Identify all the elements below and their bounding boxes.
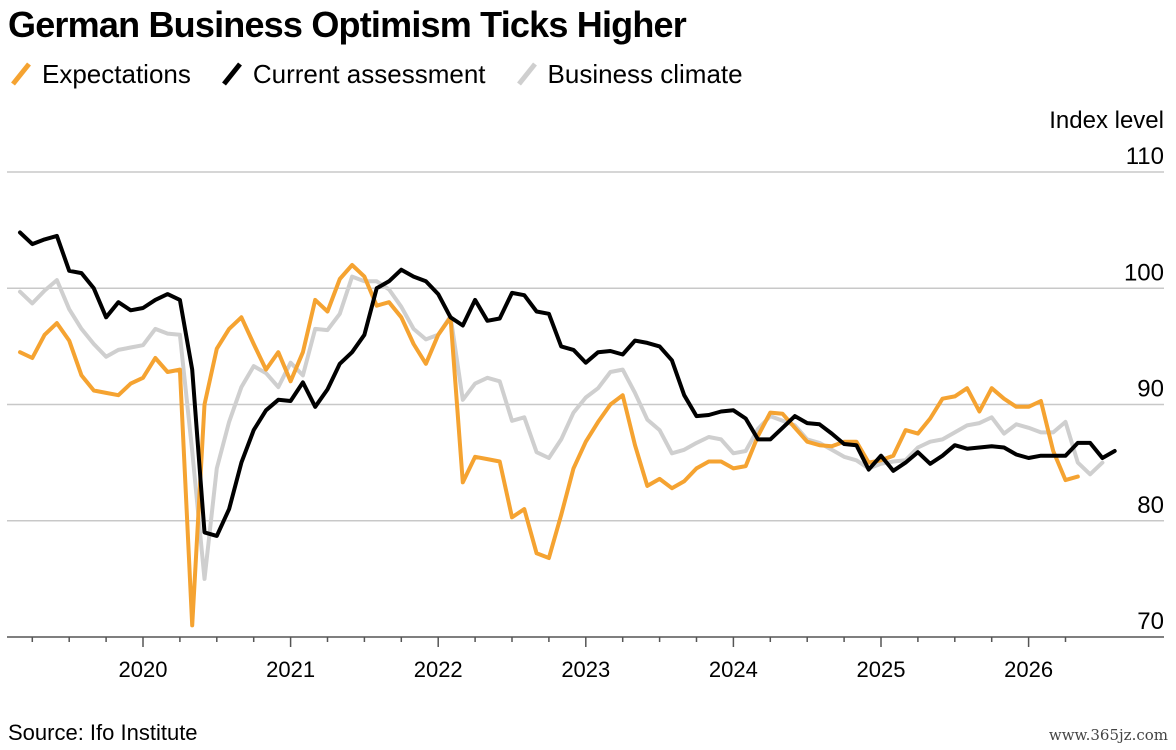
legend-swatch-current-assessment [221,62,242,86]
legend-label-current-assessment: Current assessment [252,58,486,89]
x-tick-label: 2022 [414,657,463,682]
y-axis-label: Index level [1049,107,1164,134]
y-tick-label: 90 [1137,376,1164,403]
y-tick-label: 70 [1137,608,1164,635]
series-line-current-assessment [18,230,1117,538]
legend-item-business-climate: Business climate [516,59,743,90]
x-tick-label: 2026 [1004,657,1053,682]
series-line-expectations [18,263,1080,628]
y-tick-label: 110 [1126,143,1164,170]
source-note: Source: Ifo Institute [8,720,198,745]
legend-label-business-climate: Business climate [547,58,743,89]
series-lines [18,230,1117,628]
x-tick-label: 2024 [709,657,758,682]
y-tick-label: 100 [1124,259,1164,286]
gridlines [7,171,1164,522]
series-line-business-climate [18,274,1105,581]
y-axis: 70 80 90 100 110 [1124,143,1164,635]
chart-title: German Business Optimism Ticks Higher [8,4,687,45]
legend-swatch-business-climate [516,62,537,86]
legend-swatch-expectations [11,62,31,86]
legend-label-expectations: Expectations [42,58,191,89]
x-tick-label: 2020 [119,657,168,682]
watermark: www.365jz.com [1048,726,1168,744]
x-axis: 2020 2021 2022 2023 2024 2025 2026 [7,636,1164,682]
y-tick-label: 80 [1137,492,1164,519]
legend-item-current-assessment: Current assessment [221,59,486,90]
x-tick-label: 2021 [266,657,315,682]
chart-legend: Expectations Current assessment Business… [10,58,773,90]
x-tick-label: 2023 [561,657,610,682]
x-tick-label: 2025 [857,657,906,682]
legend-item-expectations: Expectations [10,59,191,90]
